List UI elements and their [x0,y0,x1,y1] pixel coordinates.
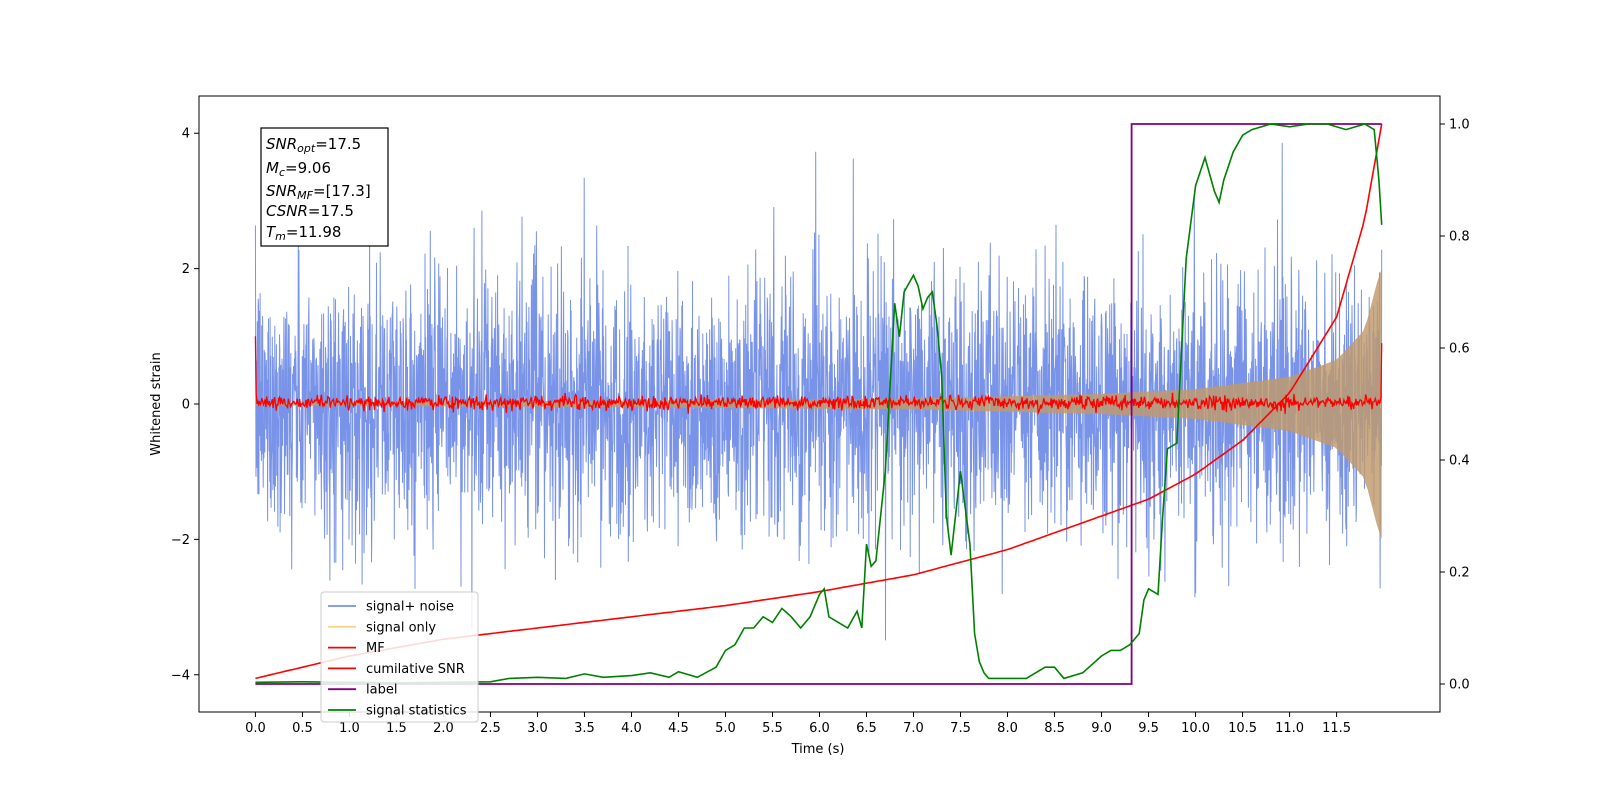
x-tick-label: 0.5 [292,721,313,736]
y2-tick-label: 1.0 [1449,118,1470,133]
x-tick-label: 6.0 [809,721,830,736]
info-mc: Mc=9.06 [266,159,331,179]
x-tick-label: 3.0 [527,721,548,736]
info-box-frame [260,127,389,247]
x-tick-label: 5.5 [762,721,783,736]
x-tick-label: 11.5 [1322,721,1351,736]
y2-tick-label: 0.8 [1449,230,1470,245]
series-label [255,123,1382,685]
y2-tick-label: 0.6 [1449,342,1470,357]
info-csnr: CSNR=17.5 [266,202,354,220]
x-axis-label: Time (s) [791,742,845,757]
legend-label: label [366,683,397,698]
x-tick-label: 5.0 [715,721,736,736]
series-signal-only [255,268,1382,540]
x-tick-label: 2.0 [433,721,454,736]
legend: signal+ noise signal only MF cumilative SNR… [320,591,479,723]
y-tick-label: 2 [182,262,190,277]
x-tick-label: 8.0 [997,721,1018,736]
x-tick-label: 9.0 [1091,721,1112,736]
x-tick-label: 4.5 [668,721,689,736]
legend-frame [320,591,479,723]
info-snr-mf: SNRMF=[17.3] [266,182,371,202]
info-tm: Tm=11.98 [266,223,341,243]
x-tick-label: 11.0 [1275,721,1304,736]
legend-label: signal only [366,620,436,635]
y-axis-label: Whitened strain [149,352,164,455]
x-tick-label: 10.5 [1228,721,1257,736]
y-tick-label: −4 [171,668,190,683]
x-tick-label: 9.5 [1138,721,1159,736]
y-tick-label: 0 [182,398,190,413]
x-tick-label: 4.0 [621,721,642,736]
x-tick-label: 10.0 [1181,721,1210,736]
x-tick-label: 1.0 [339,721,360,736]
y2-tick-label: 0.2 [1449,566,1470,581]
x-tick-label: 0.0 [245,721,266,736]
x-tick-label: 7.5 [950,721,971,736]
x-tick-label: 8.5 [1044,721,1065,736]
y-tick-label: −2 [171,533,190,548]
y2-axis-ticks: 0.0 0.2 0.4 0.6 0.8 1.0 [1440,118,1470,693]
x-tick-label: 3.5 [574,721,595,736]
series-signal-statistics [255,123,1383,684]
y2-tick-label: 0.4 [1449,454,1470,469]
y-axis-ticks: −4 −2 0 2 4 [171,127,199,683]
x-tick-label: 7.0 [903,721,924,736]
info-snr-opt: SNRopt=17.5 [266,135,361,155]
x-axis-ticks: 0.0 0.5 1.0 1.5 2.0 2.5 3.0 3.5 4.0 4.5 5.0 5.5 6.0 6… [245,712,1351,736]
legend-label: signal+ noise [366,600,454,615]
legend-label: MF [366,641,385,656]
legend-label: signal statistics [366,704,467,719]
x-tick-label: 6.5 [856,721,877,736]
series-mf [254,336,1383,416]
y-tick-label: 4 [182,127,190,142]
legend-label: cumilative SNR [366,662,465,677]
x-tick-label: 2.5 [480,721,501,736]
y2-tick-label: 0.0 [1449,678,1470,693]
x-tick-label: 1.5 [386,721,407,736]
info-box: SNRopt=17.5 Mc=9.06 SNRMF=[17.3] CSNR=17… [260,127,389,247]
